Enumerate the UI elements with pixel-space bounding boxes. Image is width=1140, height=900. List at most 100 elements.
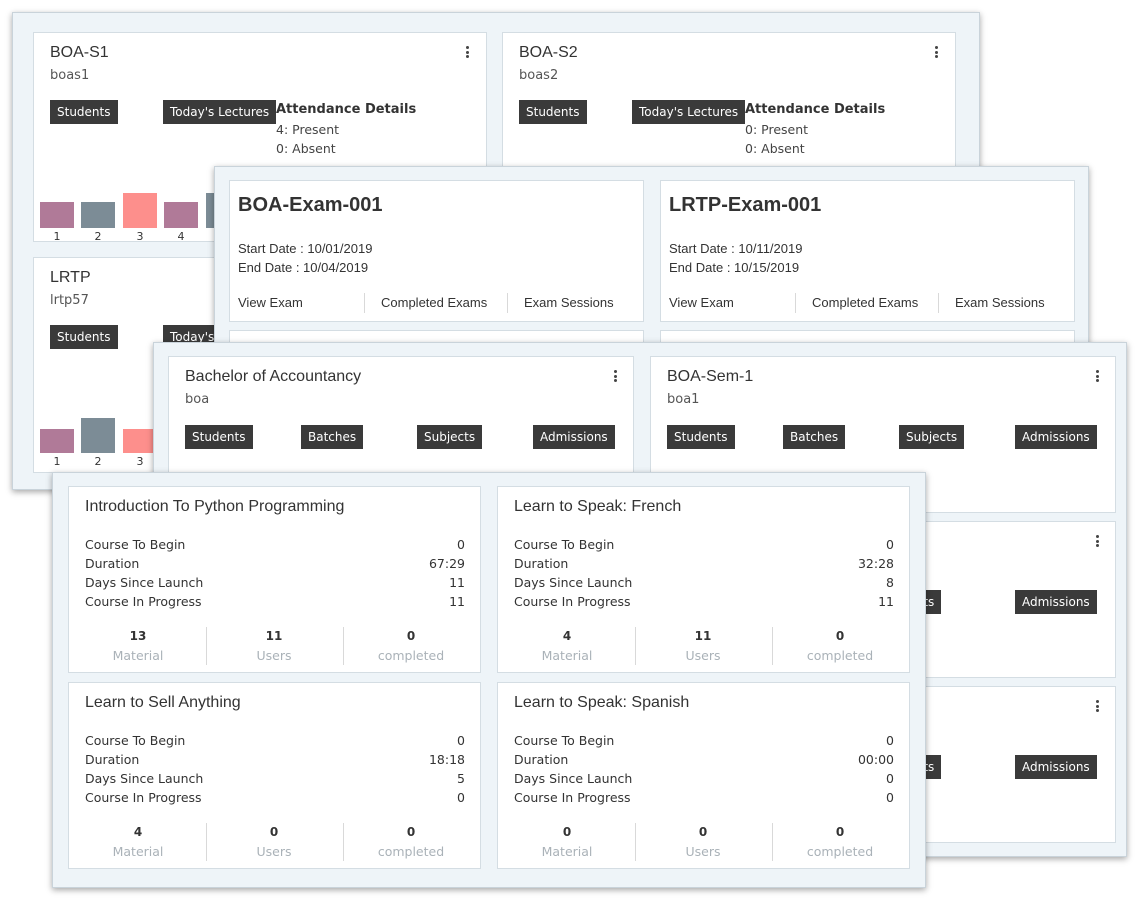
- divider: [772, 627, 773, 665]
- exam-start-date: Start Date : 10/11/2019: [669, 241, 803, 256]
- stat-value: 00:00: [857, 752, 894, 767]
- completed-exams-link[interactable]: Completed Exams: [812, 295, 919, 310]
- stat-value: 0: [886, 790, 894, 805]
- bar-label: 3: [136, 455, 144, 468]
- stat-value: 8: [886, 575, 894, 590]
- more-options-icon[interactable]: [614, 370, 617, 384]
- exam-sessions-link[interactable]: Exam Sessions: [955, 295, 1045, 310]
- more-options-icon[interactable]: [1096, 700, 1099, 714]
- bar-label: 4: [177, 230, 185, 242]
- admissions-button[interactable]: Admissions: [1015, 755, 1097, 779]
- stat-value: 0: [457, 537, 465, 552]
- stat-value: 11: [449, 594, 465, 609]
- program-code: boa: [185, 392, 210, 407]
- users-label: Users: [685, 648, 721, 663]
- completed-label: completed: [377, 648, 445, 663]
- material-label: Material: [541, 648, 593, 663]
- stat-label: Course To Begin: [514, 733, 615, 748]
- exam-end-date: End Date : 10/04/2019: [238, 260, 369, 275]
- bar-label: 2: [94, 455, 102, 468]
- stat-label: Course To Begin: [85, 537, 186, 552]
- completed-label: completed: [806, 648, 874, 663]
- stat-value: 18:18: [428, 752, 465, 767]
- students-button[interactable]: Students: [50, 100, 118, 124]
- divider: [635, 627, 636, 665]
- more-options-icon[interactable]: [935, 46, 938, 60]
- subjects-button[interactable]: Subjects: [899, 425, 965, 449]
- batches-button[interactable]: Batches: [783, 425, 846, 449]
- program-title: BOA-Sem-1: [667, 368, 754, 385]
- admissions-button[interactable]: Admissions: [533, 425, 615, 449]
- attendance-bar-2: [81, 202, 115, 228]
- course-title: Introduction To Python Programming: [85, 498, 345, 515]
- users-count: 11: [694, 629, 712, 643]
- program-title: Bachelor of Accountancy: [185, 368, 362, 385]
- completed-count: 0: [406, 629, 416, 643]
- attendance-bar-4: [164, 202, 198, 228]
- stat-label: Course In Progress: [85, 790, 202, 805]
- stat-label: Days Since Launch: [85, 771, 204, 786]
- program-card-boa-sem-1: BOA-Sem-1 boa1 Students Batches Subjects…: [650, 356, 1116, 513]
- course-card: Learn to Sell Anything Course To Begin 0…: [68, 682, 481, 869]
- divider: [772, 823, 773, 861]
- attendance-present: 0: Present: [745, 122, 809, 137]
- todays-lectures-button[interactable]: Today's Lectures: [632, 100, 746, 124]
- completed-label: completed: [377, 844, 445, 859]
- course-card: Learn to Speak: French Course To Begin 0…: [497, 486, 910, 673]
- material-label: Material: [112, 844, 164, 859]
- batch-code: lrtp57: [50, 293, 89, 308]
- admissions-button[interactable]: Admissions: [1015, 590, 1097, 614]
- stat-value: 32:28: [857, 556, 894, 571]
- course-card: Introduction To Python Programming Cours…: [68, 486, 481, 673]
- divider: [343, 627, 344, 665]
- students-button[interactable]: Students: [50, 325, 118, 349]
- batch-code: boas1: [50, 68, 90, 83]
- more-options-icon[interactable]: [1096, 535, 1099, 549]
- stat-label: Days Since Launch: [85, 575, 204, 590]
- stat-label: Course In Progress: [514, 790, 631, 805]
- stat-value: 0: [886, 733, 894, 748]
- stat-label: Duration: [85, 752, 140, 767]
- divider: [507, 293, 508, 313]
- attendance-bar-2: [81, 418, 115, 453]
- bar-label: 1: [53, 455, 61, 468]
- students-button[interactable]: Students: [519, 100, 587, 124]
- material-label: Material: [541, 844, 593, 859]
- admissions-button[interactable]: Admissions: [1015, 425, 1097, 449]
- stat-value: 0: [457, 733, 465, 748]
- divider: [795, 293, 796, 313]
- stat-label: Course In Progress: [514, 594, 631, 609]
- bar-label: 2: [94, 230, 102, 242]
- material-count: 0: [562, 825, 572, 839]
- students-button[interactable]: Students: [185, 425, 253, 449]
- completed-label: completed: [806, 844, 874, 859]
- subjects-button[interactable]: Subjects: [417, 425, 483, 449]
- exam-title: BOA-Exam-001: [238, 194, 383, 216]
- more-options-icon[interactable]: [466, 46, 469, 60]
- view-exam-link[interactable]: View Exam: [238, 295, 303, 310]
- more-options-icon[interactable]: [1096, 370, 1099, 384]
- users-count: 0: [698, 825, 708, 839]
- bar-label: 1: [53, 230, 61, 242]
- divider: [635, 823, 636, 861]
- stat-label: Course To Begin: [85, 733, 186, 748]
- stat-value: 5: [457, 771, 465, 786]
- courses-panel: Introduction To Python Programming Cours…: [52, 472, 926, 888]
- batch-title: LRTP: [50, 269, 91, 286]
- batch-title: BOA-S2: [519, 44, 578, 61]
- view-exam-link[interactable]: View Exam: [669, 295, 734, 310]
- course-title: Learn to Speak: Spanish: [514, 694, 690, 711]
- completed-count: 0: [835, 825, 845, 839]
- batch-title: BOA-S1: [50, 44, 109, 61]
- batch-code: boas2: [519, 68, 559, 83]
- completed-exams-link[interactable]: Completed Exams: [381, 295, 488, 310]
- exam-sessions-link[interactable]: Exam Sessions: [524, 295, 614, 310]
- attendance-bar-3: [123, 193, 157, 228]
- material-count: 4: [133, 825, 143, 839]
- material-count: 4: [562, 629, 572, 643]
- todays-lectures-button[interactable]: Today's Lectures: [163, 100, 277, 124]
- divider: [206, 823, 207, 861]
- users-count: 0: [269, 825, 279, 839]
- batches-button[interactable]: Batches: [301, 425, 364, 449]
- students-button[interactable]: Students: [667, 425, 735, 449]
